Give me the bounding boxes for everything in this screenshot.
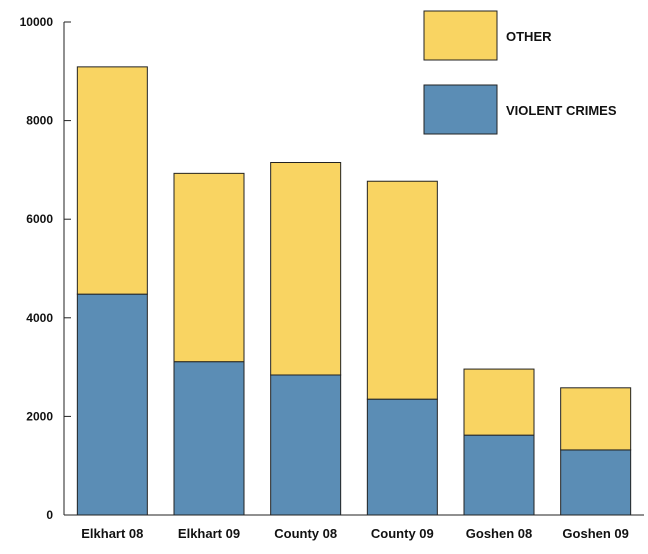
bar-other-2 (270, 162, 342, 376)
x-tick-label: Elkhart 08 (81, 526, 143, 541)
bar-violent-1 (173, 361, 245, 516)
x-tick-label: County 09 (371, 526, 434, 541)
bar-other-4 (463, 368, 535, 436)
legend-label-violent: VIOLENT CRIMES (506, 103, 617, 118)
bar-violent-5 (560, 449, 632, 516)
bar-violent-3 (366, 398, 438, 516)
bar-other-3 (366, 180, 438, 400)
bar-other-5 (560, 387, 632, 451)
x-tick-label: Elkhart 09 (178, 526, 240, 541)
bar-other-0 (76, 66, 148, 295)
x-tick-label: Goshen 09 (562, 526, 628, 541)
axis-layer: Elkhart 08 Elkhart 09 County 08 County 09 Go… (20, 15, 644, 541)
bar-violent-4 (463, 434, 535, 516)
y-tick-label: 4000 (26, 311, 53, 325)
y-tick-label: 2000 (26, 409, 53, 423)
y-tick-label: 8000 (26, 114, 53, 128)
legend: OTHER VIOLENT CRIMES (423, 10, 617, 135)
x-tick-label: County 08 (274, 526, 337, 541)
bar-other-1 (173, 172, 245, 363)
bar-violent-2 (270, 374, 342, 516)
x-tick-label: Goshen 08 (466, 526, 532, 541)
y-tick-label: 0 (46, 508, 53, 522)
bar-violent-0 (76, 293, 148, 516)
bars-layer (76, 66, 632, 516)
legend-swatch-other (423, 10, 498, 61)
y-tick-label: 10000 (20, 15, 54, 29)
y-tick-label: 6000 (26, 212, 53, 226)
legend-label-other: OTHER (506, 29, 552, 44)
legend-swatch-violent (423, 84, 498, 135)
